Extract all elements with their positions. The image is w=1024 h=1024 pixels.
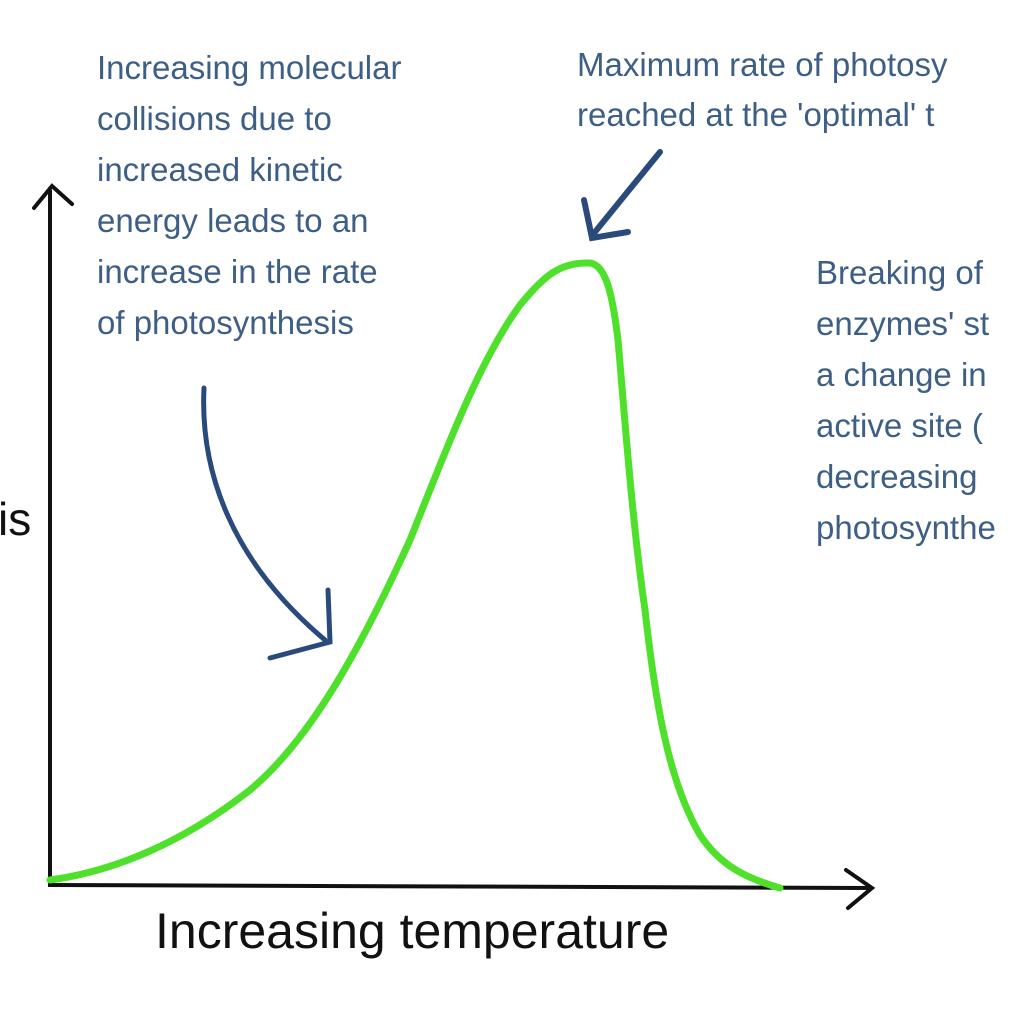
annotation-line: a change in <box>816 356 987 393</box>
annotation-rising: Increasing molecular collisions due to i… <box>97 42 401 348</box>
y-axis-label: is <box>0 493 32 545</box>
annotation-falling: Breaking of enzymes' st a change in acti… <box>816 247 996 553</box>
y-axis <box>32 183 74 885</box>
x-axis-label: Increasing temperature <box>155 903 670 959</box>
annotation-line: energy leads to an <box>97 202 369 239</box>
annotation-line: Increasing molecular <box>97 49 402 86</box>
annotation-line: active site ( <box>816 407 983 444</box>
annotation-line: enzymes' st <box>816 305 990 342</box>
annotation-line: collisions due to <box>97 100 332 137</box>
rate-curve <box>46 259 784 892</box>
annotation-line: increase in the rate <box>97 253 378 290</box>
annotation-line: increased kinetic <box>97 151 343 188</box>
annotation-line: decreasing <box>816 458 978 495</box>
annotation-peak: Maximum rate of photosy reached at the '… <box>577 40 947 140</box>
arrow-rising-icon <box>201 385 333 661</box>
annotation-line: photosynthe <box>816 509 996 546</box>
annotation-line: Breaking of <box>816 254 983 291</box>
annotation-line: of photosynthesis <box>97 304 354 341</box>
annotation-line: reached at the 'optimal' t <box>577 96 935 133</box>
arrow-peak-icon <box>581 149 663 242</box>
annotation-line: Maximum rate of photosy <box>577 46 948 83</box>
x-axis <box>47 868 876 910</box>
